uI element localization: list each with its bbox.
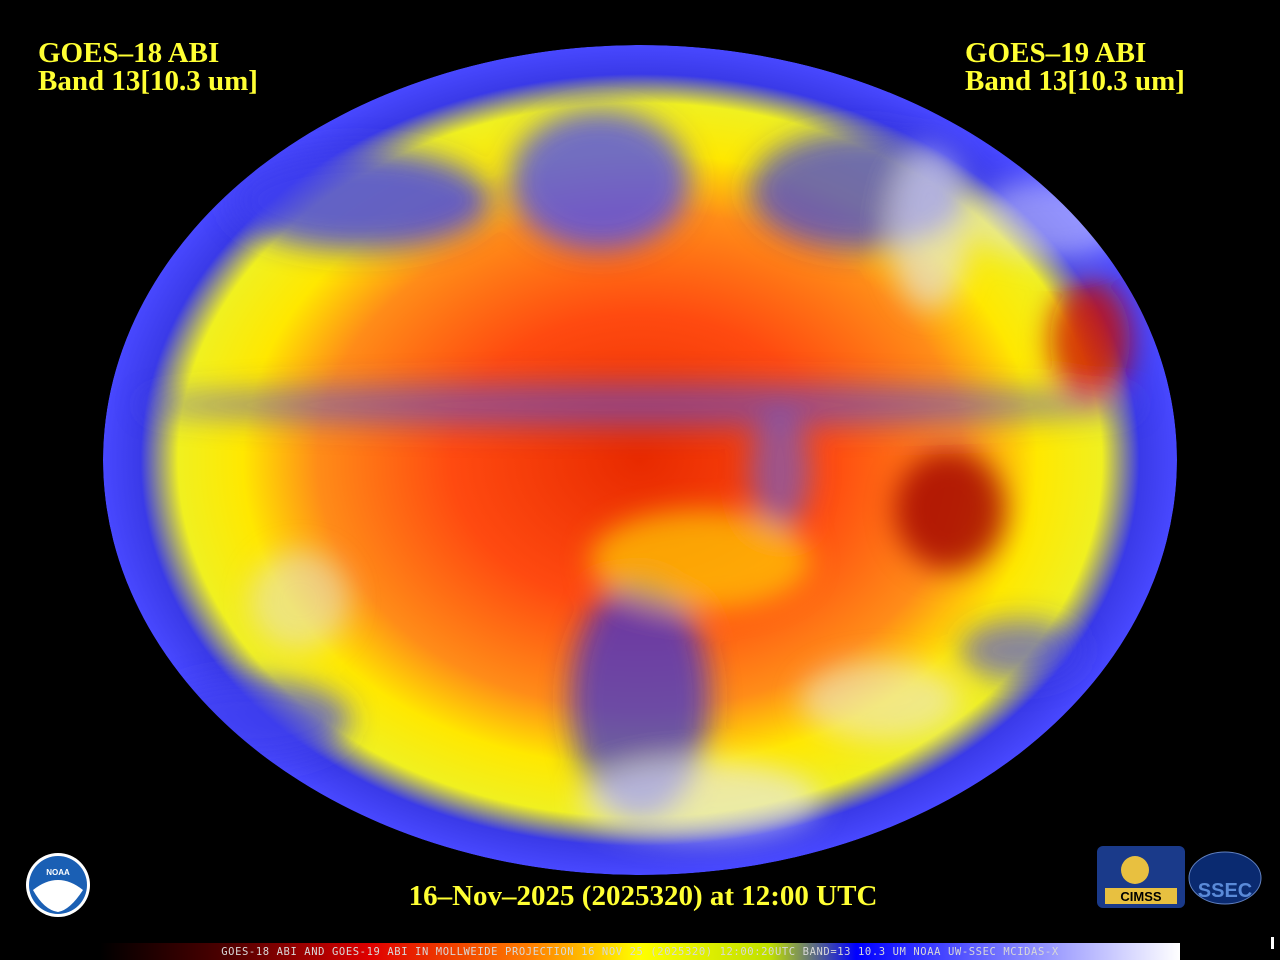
cimss-band <box>1105 888 1177 904</box>
left-band: Band 13[10.3 um] <box>38 65 258 97</box>
right-title: GOES–19 ABI <box>965 37 1146 69</box>
right-band: Band 13[10.3 um] <box>965 65 1185 97</box>
left-title: GOES–18 ABI <box>38 37 219 69</box>
ssec-label: SSEC <box>1198 880 1252 902</box>
timestamp: 16–Nov–2025 (2025320) at 12:00 UTC <box>409 880 878 912</box>
noaa-label: NOAA <box>46 868 70 877</box>
cimss-sun <box>1121 856 1149 884</box>
earth-disk <box>103 45 1177 875</box>
color-bar <box>100 943 1180 960</box>
ssec-disk <box>1188 851 1262 905</box>
cimss-logo: CIMSS <box>1097 846 1185 908</box>
cimss-label: CIMSS <box>1120 889 1162 904</box>
ssec-logo: SSEC <box>1188 851 1262 905</box>
noaa-logo: NOAA <box>26 853 90 917</box>
noaa-gull <box>33 880 83 912</box>
corner-mark <box>1271 937 1274 949</box>
footer-caption: GOES-18 ABI AND GOES-19 ABI IN MOLLWEIDE… <box>221 946 1059 958</box>
